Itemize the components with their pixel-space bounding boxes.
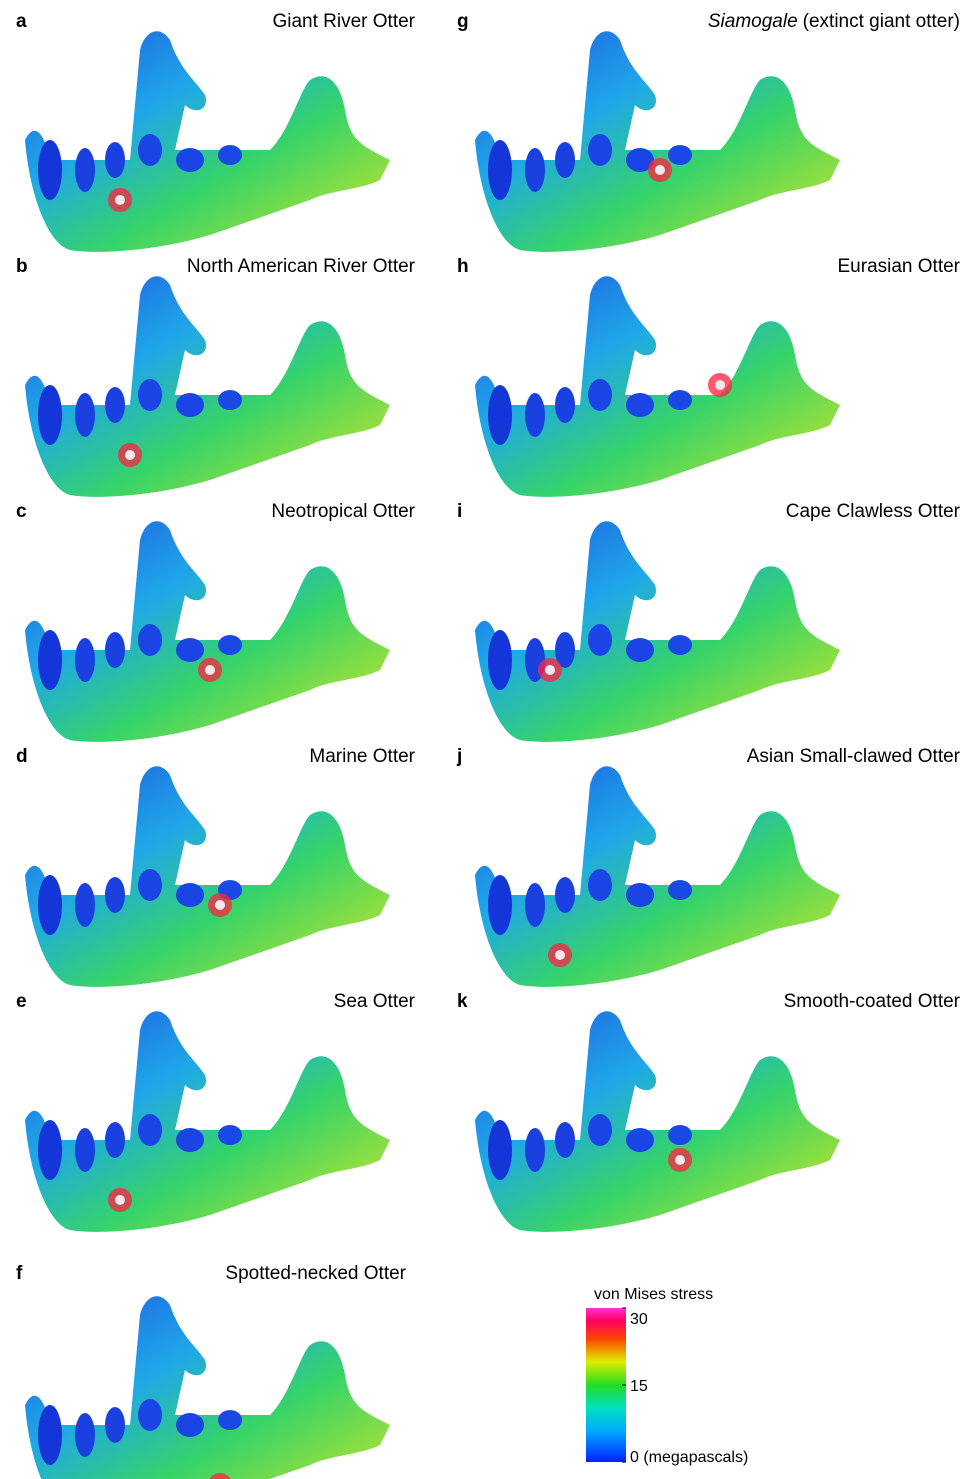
panel-title: Marine Otter (309, 746, 415, 767)
panel-letter: h (457, 256, 469, 277)
jaw-renders (25, 31, 840, 1479)
colorbar-tick-label: 0 (megapascals) (630, 1449, 748, 1466)
panel-title-rest: (extinct giant otter) (803, 11, 960, 32)
jaw-render (25, 766, 390, 987)
stress-hotspot-core (715, 380, 725, 390)
stress-hotspot-core (675, 1155, 685, 1165)
panel-letter: b (16, 256, 28, 277)
panel-letter: a (16, 11, 27, 32)
jaw-shape (475, 31, 840, 252)
colorbar-title: von Mises stress (594, 1286, 713, 1303)
panel-title: Neotropical Otter (271, 501, 415, 522)
jaw-shape (25, 276, 390, 497)
jaw-shape (475, 276, 840, 497)
jaw-render (475, 1011, 840, 1232)
jaw-render (25, 521, 390, 742)
jaw-render (25, 1296, 390, 1479)
colorbar (586, 1308, 626, 1462)
jaw-shape (25, 521, 390, 742)
panel-title: Asian Small-clawed Otter (747, 746, 961, 767)
jaw-render (25, 31, 390, 252)
panel-title: North American River Otter (187, 256, 416, 277)
jaw-shape (25, 1296, 390, 1479)
panel-letter: j (456, 746, 462, 767)
jaw-render (475, 276, 840, 497)
jaw-shape (475, 521, 840, 742)
panel-title: Siamogale (extinct giant otter) (708, 11, 960, 32)
stress-hotspot-core (115, 1195, 125, 1205)
panel-title-italic: Siamogale (708, 11, 798, 32)
stress-hotspot-core (215, 900, 225, 910)
panel-letter: i (457, 501, 462, 522)
jaw-shape (475, 1011, 840, 1232)
stress-hotspot-core (205, 665, 215, 675)
panel-title: Eurasian Otter (838, 256, 961, 277)
jaw-render (475, 521, 840, 742)
jaw-render (25, 276, 390, 497)
panel-title: Cape Clawless Otter (786, 501, 961, 522)
jaw-shape (25, 766, 390, 987)
jaw-render (25, 1011, 390, 1232)
colorbar-tick-label: 30 (630, 1311, 648, 1328)
panel-letter: k (457, 991, 468, 1012)
stress-hotspot-core (545, 665, 555, 675)
jaw-shape (25, 1011, 390, 1232)
colorbar-tick-label: 15 (630, 1378, 648, 1395)
stress-hotspot (209, 1473, 231, 1479)
panel-title: Spotted-necked Otter (225, 1263, 406, 1284)
panel-letter: f (16, 1263, 23, 1284)
panel-letter: e (16, 991, 27, 1012)
jaw-shape (25, 31, 390, 252)
jaw-render (475, 31, 840, 252)
panel-title: Smooth-coated Otter (784, 991, 961, 1012)
jaw-shape (475, 766, 840, 987)
panel-letter: c (16, 501, 27, 522)
panel-title: Giant River Otter (272, 11, 415, 32)
stress-hotspot-core (555, 950, 565, 960)
stress-hotspot-core (125, 450, 135, 460)
jaw-render (475, 766, 840, 987)
panel-title: Sea Otter (334, 991, 416, 1012)
stress-hotspot-core (655, 165, 665, 175)
panel-letter: g (457, 11, 469, 32)
panel-letter: d (16, 746, 28, 767)
stress-hotspot-core (115, 195, 125, 205)
